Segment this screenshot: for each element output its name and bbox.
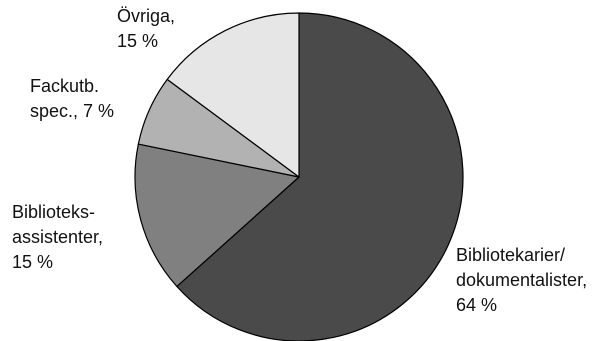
pie-slice-label-line: Fackutb. — [30, 76, 99, 96]
pie-slice-label-1: Bibliotekarier/dokumentalister, 64 % — [456, 245, 587, 315]
pie-slices — [134, 12, 464, 341]
pie-slice-label-line: Bibliotekarier/ — [456, 245, 565, 265]
pie-slice-2 — [134, 143, 300, 288]
pie-slice-label-3: Fackutb. spec., 7 % — [30, 76, 114, 121]
pie-slice-label-4: Övriga, 15 % — [117, 6, 175, 51]
pie-slice-label-line: dokumentalister, — [456, 270, 587, 290]
pie-slice-label-line: Biblioteks- — [12, 202, 95, 222]
pie-slice-label-line: 64 % — [456, 295, 497, 315]
pie-slice-label-line: 15 % — [117, 31, 158, 51]
pie-slice-1 — [176, 12, 464, 341]
pie-slice-label-2: Biblioteks-assistenter, 15 % — [12, 202, 103, 272]
pie-slice-4 — [166, 12, 300, 178]
pie-slice-label-line: Övriga, — [117, 6, 175, 26]
pie-slice-label-line: 15 % — [12, 252, 53, 272]
pie-slice-label-line: assistenter, — [12, 227, 103, 247]
pie-slice-label-line: spec., 7 % — [30, 101, 114, 121]
pie-labels: Bibliotekarier/dokumentalister, 64 %Bibli… — [12, 6, 587, 315]
